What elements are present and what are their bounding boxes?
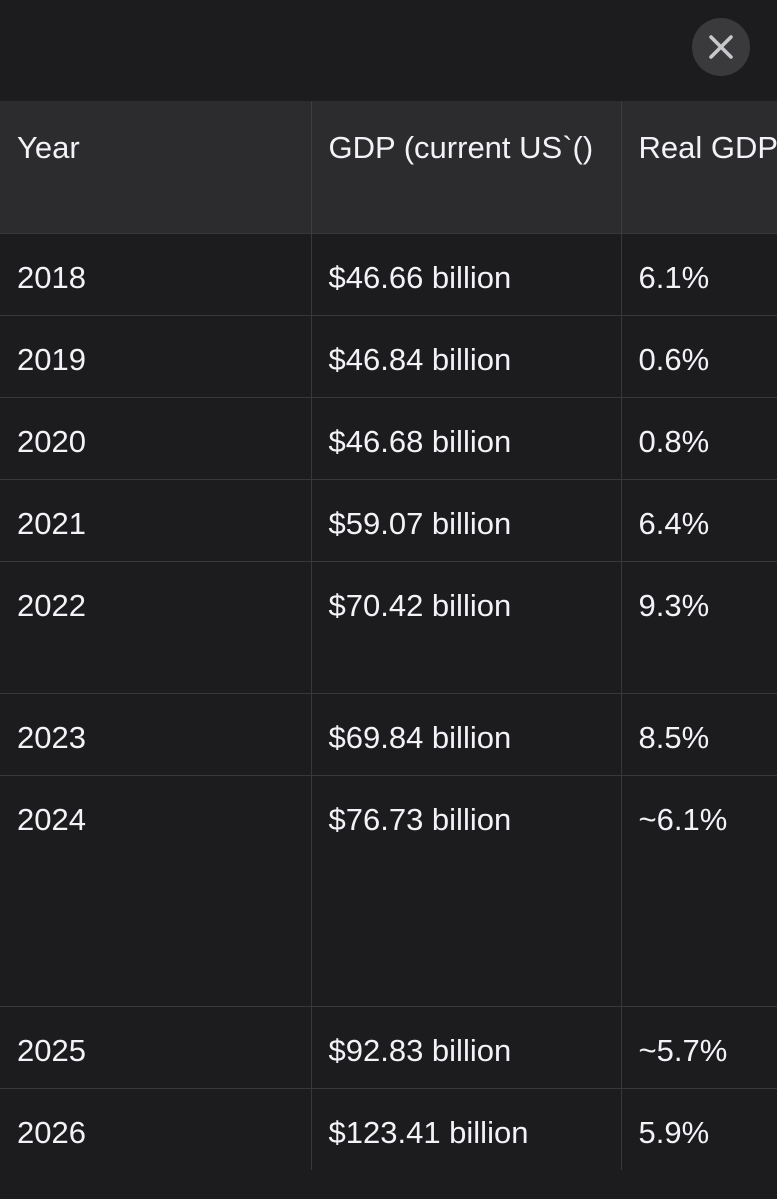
- cell-year: 2019: [0, 314, 312, 397]
- cell-year: 2025: [0, 1005, 312, 1088]
- table-row: 2020 $46.68 billion 0.8%: [0, 396, 777, 479]
- cell-year: 2023: [0, 692, 312, 775]
- cell-gdp: $92.83 billion: [311, 1005, 622, 1088]
- table-row: 2021 $59.07 billion 6.4%: [0, 478, 777, 561]
- table-row: 2022 $70.42 billion 9.3%: [0, 560, 777, 693]
- cell-gdp: $59.07 billion: [311, 478, 622, 561]
- bottom-background: [0, 1171, 777, 1199]
- table-row: 2026 $123.41 billion 5.9%: [0, 1087, 777, 1170]
- cell-year: 2022: [0, 560, 312, 693]
- column-header-gdp: GDP (current US`(): [311, 101, 622, 233]
- cell-gdp: $123.41 billion: [311, 1087, 622, 1170]
- cell-year: 2026: [0, 1087, 312, 1170]
- cell-growth: 0.8%: [621, 396, 777, 479]
- cell-gdp: $46.84 billion: [311, 314, 622, 397]
- cell-year: 2018: [0, 232, 312, 315]
- cell-gdp: $76.73 billion: [311, 774, 622, 1006]
- cell-growth: 9.3%: [621, 560, 777, 693]
- column-header-real-gdp: Real GDP (approx.): [621, 101, 777, 233]
- cell-growth: 8.5%: [621, 692, 777, 775]
- table-row: 2018 $46.66 billion 6.1%: [0, 232, 777, 315]
- data-table: Year GDP (current US`() Real GDP (approx…: [0, 101, 777, 1170]
- table-row: 2024 $76.73 billion ~6.1%: [0, 774, 777, 1006]
- cell-growth: 5.9%: [621, 1087, 777, 1170]
- cell-growth: 0.6%: [621, 314, 777, 397]
- data-table-scroll[interactable]: Year GDP (current US`() Real GDP (approx…: [0, 101, 777, 1170]
- table-row: 2023 $69.84 billion 8.5%: [0, 692, 777, 775]
- table-row: 2019 $46.84 billion 0.6%: [0, 314, 777, 397]
- cell-growth: ~6.1%: [621, 774, 777, 1006]
- column-header-year: Year: [0, 101, 312, 233]
- cell-gdp: $46.68 billion: [311, 396, 622, 479]
- cell-year: 2020: [0, 396, 312, 479]
- cell-gdp: $69.84 billion: [311, 692, 622, 775]
- cell-gdp: $46.66 billion: [311, 232, 622, 315]
- cell-growth: 6.4%: [621, 478, 777, 561]
- cell-growth: ~5.7%: [621, 1005, 777, 1088]
- table-header-row: Year GDP (current US`() Real GDP (approx…: [0, 101, 777, 233]
- table-row: 2025 $92.83 billion ~5.7%: [0, 1005, 777, 1088]
- cell-gdp: $70.42 billion: [311, 560, 622, 693]
- cell-year: 2024: [0, 774, 312, 1006]
- close-icon: [709, 35, 733, 59]
- close-button[interactable]: [692, 18, 750, 76]
- cell-year: 2021: [0, 478, 312, 561]
- cell-growth: 6.1%: [621, 232, 777, 315]
